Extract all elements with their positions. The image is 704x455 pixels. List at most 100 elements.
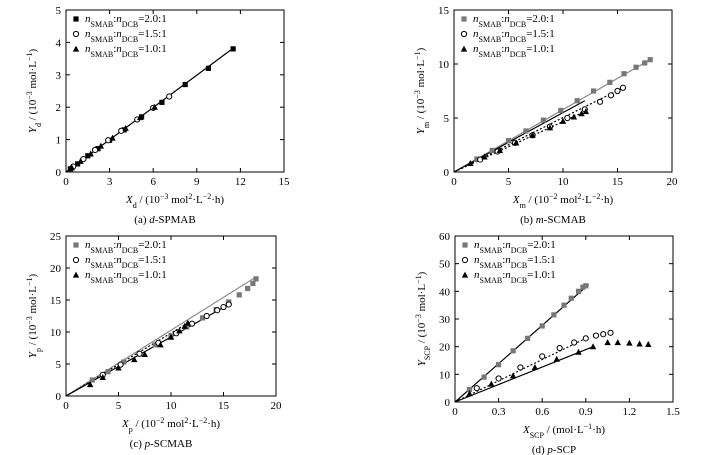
legend-entry: nSMAB:nDCB=1.5:1 bbox=[85, 254, 167, 270]
data-point bbox=[205, 65, 212, 71]
x-tick-label: 10 bbox=[558, 176, 570, 188]
y-tick-label: 30 bbox=[439, 314, 451, 326]
data-point bbox=[546, 124, 554, 131]
data-point bbox=[91, 146, 99, 154]
x-tick-label: 0.3 bbox=[492, 406, 506, 418]
y-tick-label: 3 bbox=[56, 70, 62, 82]
legend-marker bbox=[461, 256, 469, 264]
data-point bbox=[582, 335, 589, 342]
legend-marker bbox=[73, 242, 79, 248]
data-point bbox=[517, 364, 524, 371]
y-tick-label: 60 bbox=[439, 231, 451, 243]
data-point bbox=[214, 307, 221, 314]
data-point bbox=[167, 333, 175, 340]
data-point bbox=[614, 339, 621, 346]
panel-caption: (d) p-SCP bbox=[532, 444, 576, 455]
y-tick-label: 0 bbox=[56, 391, 62, 403]
y-tick-label: 10 bbox=[438, 59, 450, 71]
data-point bbox=[619, 84, 627, 91]
data-point bbox=[583, 283, 589, 289]
x-tick-label: 1.2 bbox=[623, 406, 637, 418]
data-point bbox=[245, 285, 251, 292]
data-point bbox=[558, 107, 564, 114]
y-tick-label: 10 bbox=[439, 369, 451, 381]
data-point bbox=[592, 332, 600, 339]
data-point bbox=[157, 341, 164, 348]
x-tick-label: 5 bbox=[116, 400, 122, 412]
x-tick-label: 15 bbox=[218, 400, 230, 412]
legend-marker bbox=[72, 271, 80, 278]
y-axis-label: Yd / (10−3 mol·L−1) bbox=[25, 49, 43, 134]
legend-marker bbox=[462, 242, 468, 248]
data-point bbox=[474, 156, 480, 162]
data-point bbox=[477, 156, 484, 163]
x-tick-label: 0.9 bbox=[579, 406, 593, 418]
data-point bbox=[182, 81, 188, 88]
data-point bbox=[253, 276, 259, 282]
data-point bbox=[571, 339, 578, 346]
data-point bbox=[633, 64, 639, 70]
fit-line bbox=[454, 283, 590, 403]
y-tick-label: 40 bbox=[439, 286, 451, 298]
y-tick-label: 2 bbox=[56, 102, 62, 114]
y-tick-label: 1 bbox=[56, 135, 62, 147]
data-point bbox=[68, 164, 76, 171]
legend-marker bbox=[72, 45, 80, 52]
y-tick-label: 15 bbox=[50, 295, 62, 307]
fit-line bbox=[454, 346, 594, 403]
data-point bbox=[525, 335, 531, 341]
data-point bbox=[225, 301, 232, 308]
data-point bbox=[181, 322, 188, 329]
y-tick-label: 20 bbox=[439, 342, 451, 354]
data-point bbox=[505, 138, 512, 144]
data-point bbox=[496, 362, 502, 368]
x-tick-label: 20 bbox=[271, 400, 283, 412]
data-point bbox=[481, 374, 487, 380]
data-point bbox=[466, 386, 473, 393]
data-point bbox=[89, 377, 95, 383]
data-point bbox=[580, 284, 586, 290]
data-point bbox=[529, 131, 536, 138]
data-point bbox=[604, 339, 611, 346]
data-point bbox=[122, 124, 129, 131]
legend-marker bbox=[72, 30, 80, 38]
data-point bbox=[568, 295, 574, 301]
data-point bbox=[131, 356, 138, 363]
legend-marker bbox=[460, 45, 468, 52]
data-point bbox=[531, 364, 539, 371]
y-tick-label: 50 bbox=[439, 259, 451, 271]
legend-marker bbox=[461, 16, 467, 22]
y-tick-label: 5 bbox=[56, 359, 62, 371]
data-point bbox=[489, 147, 495, 153]
x-axis-label: Xm / (10−2 mol2·L−2·h) bbox=[512, 192, 614, 210]
x-tick-label: 15 bbox=[279, 176, 291, 188]
y-tick-label: 15 bbox=[438, 5, 450, 17]
legend-entry: nSMAB:nDCB=2.0:1 bbox=[85, 239, 167, 255]
data-point bbox=[97, 142, 105, 149]
y-tick-label: 0 bbox=[445, 397, 451, 409]
data-point bbox=[512, 139, 520, 146]
data-point bbox=[539, 353, 546, 360]
data-point bbox=[199, 315, 206, 321]
fit-line bbox=[453, 100, 586, 173]
data-point bbox=[86, 381, 94, 388]
data-point bbox=[589, 343, 597, 350]
x-tick-label: 0 bbox=[63, 400, 69, 412]
plot-frame bbox=[65, 9, 285, 173]
fit-line bbox=[453, 87, 624, 173]
y-tick-label: 10 bbox=[50, 327, 62, 339]
data-point bbox=[136, 350, 143, 357]
x-tick-label: 0 bbox=[63, 176, 69, 188]
fit-line bbox=[65, 277, 256, 397]
legend-entry: nSMAB:nDCB=1.0:1 bbox=[474, 269, 556, 285]
data-point bbox=[159, 99, 165, 105]
x-tick-label: 0 bbox=[451, 176, 457, 188]
y-tick-label: 5 bbox=[56, 5, 62, 17]
data-point bbox=[540, 117, 546, 123]
y-tick-label: 0 bbox=[444, 167, 450, 179]
data-point bbox=[109, 134, 116, 141]
data-point bbox=[509, 372, 517, 379]
data-point bbox=[539, 323, 545, 329]
data-point bbox=[523, 128, 529, 134]
